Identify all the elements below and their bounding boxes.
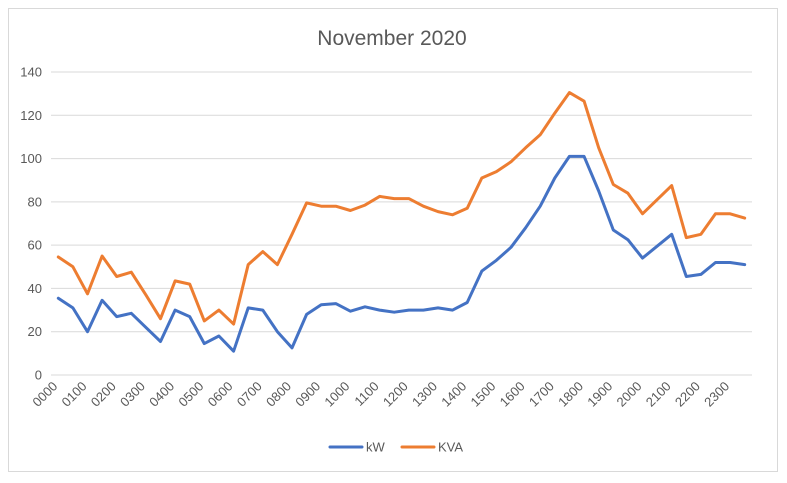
x-tick-label: 1000	[321, 379, 352, 410]
x-tick-label: 2100	[643, 379, 674, 410]
x-tick-label: 1400	[438, 379, 469, 410]
series-lines	[56, 91, 747, 353]
x-tick-label: 0700	[234, 379, 265, 410]
legend-label-kw: kW	[366, 440, 386, 455]
series-line-kw	[56, 154, 747, 353]
y-tick-label: 0	[35, 368, 42, 383]
x-tick-label: 2300	[701, 379, 732, 410]
grid-lines	[51, 71, 752, 376]
chart-frame	[8, 8, 778, 472]
x-tick-label: 1600	[497, 379, 528, 410]
x-tick-label: 2200	[672, 379, 703, 410]
y-tick-label: 60	[28, 238, 42, 253]
x-tick-label: 0100	[59, 379, 90, 410]
x-tick-label: 0500	[175, 379, 206, 410]
legend: kW KVA	[328, 440, 463, 455]
x-tick-label: 1700	[526, 379, 557, 410]
x-tick-label: 0300	[117, 379, 148, 410]
y-tick-label: 120	[20, 108, 42, 123]
x-tick-label: 1900	[584, 379, 615, 410]
x-tick-label: 1300	[409, 379, 440, 410]
x-axis-ticks: 0000010002000300040005000600070008000900…	[29, 379, 732, 410]
x-tick-label: 0200	[88, 379, 119, 410]
y-axis-ticks: 0 20 40 60 80 100 120 140	[20, 65, 42, 383]
y-tick-label: 20	[28, 324, 42, 339]
chart-title: November 2020	[317, 27, 466, 50]
x-tick-label: 0000	[29, 379, 60, 410]
x-tick-label: 0800	[263, 379, 294, 410]
x-tick-label: 1100	[351, 379, 381, 409]
x-tick-label: 0600	[205, 379, 236, 410]
legend-label-kva: KVA	[438, 440, 463, 455]
x-tick-label: 0400	[146, 379, 177, 410]
y-tick-label: 140	[20, 65, 42, 80]
y-tick-label: 80	[28, 194, 42, 209]
y-tick-label: 40	[28, 281, 42, 296]
x-tick-label: 1200	[380, 379, 411, 410]
x-tick-label: 2000	[614, 379, 645, 410]
x-tick-label: 0900	[292, 379, 323, 410]
series-line-kva	[56, 91, 747, 326]
x-tick-label: 1800	[555, 379, 586, 410]
x-tick-label: 1500	[467, 379, 498, 410]
y-tick-label: 100	[20, 151, 42, 166]
